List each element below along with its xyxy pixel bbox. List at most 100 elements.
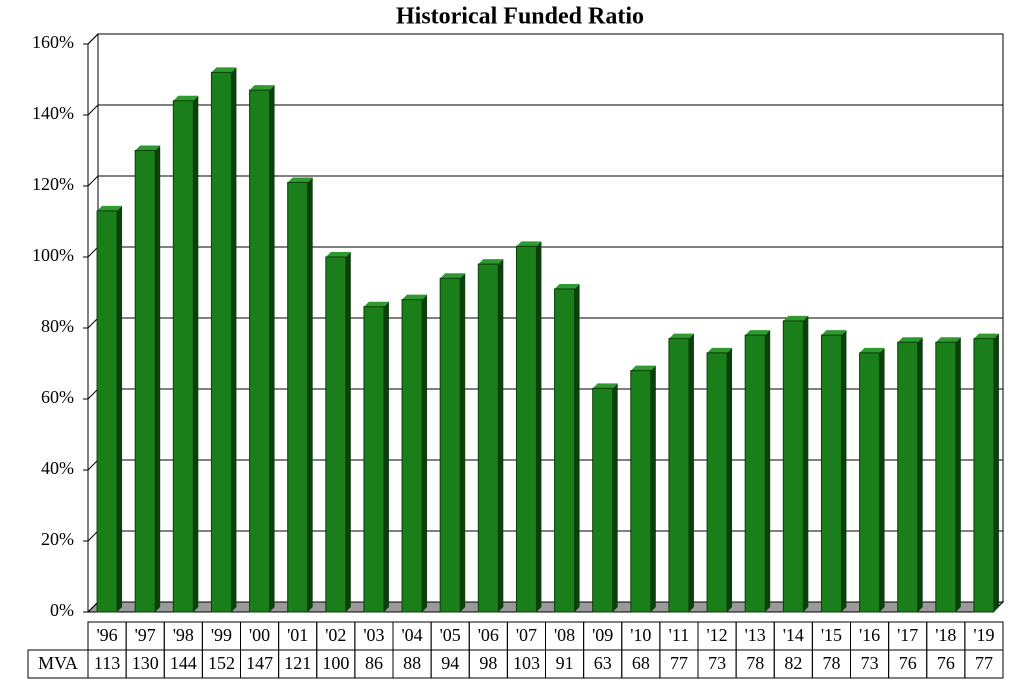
y-tick-label: 60% bbox=[41, 387, 74, 407]
bar-top bbox=[478, 259, 504, 265]
y-tick-label: 140% bbox=[32, 103, 74, 123]
x-tick-label: '04 bbox=[401, 625, 422, 645]
bar bbox=[630, 370, 652, 613]
x-tick-label: '08 bbox=[554, 625, 575, 645]
bar-top bbox=[516, 241, 542, 247]
x-tick-label: '15 bbox=[821, 625, 842, 645]
bar-top bbox=[211, 67, 237, 73]
x-tick-label: '13 bbox=[745, 625, 766, 645]
bar-top bbox=[707, 347, 733, 353]
data-label: 78 bbox=[746, 653, 764, 673]
data-label: 152 bbox=[208, 653, 235, 673]
x-tick-label: '09 bbox=[592, 625, 613, 645]
x-tick-label: '17 bbox=[897, 625, 918, 645]
bar-side bbox=[765, 330, 771, 612]
data-label: 144 bbox=[170, 653, 197, 673]
data-label: 103 bbox=[513, 653, 540, 673]
bar-top bbox=[630, 365, 656, 371]
bar bbox=[706, 352, 728, 613]
bar bbox=[859, 352, 881, 613]
bar-side bbox=[803, 315, 809, 612]
grid-line bbox=[87, 601, 99, 613]
y-tick-label: 40% bbox=[41, 458, 74, 478]
grid-line bbox=[87, 175, 99, 187]
x-tick-label: '96 bbox=[96, 625, 117, 645]
series-label: MVA bbox=[38, 653, 78, 673]
bar-top bbox=[745, 330, 771, 336]
bar-side bbox=[383, 301, 389, 612]
data-label: 76 bbox=[937, 653, 955, 673]
data-label: 91 bbox=[556, 653, 574, 673]
bar-side bbox=[536, 241, 542, 612]
bar-top bbox=[973, 333, 999, 339]
bar-top bbox=[97, 205, 123, 211]
data-label: 98 bbox=[479, 653, 497, 673]
bar-top bbox=[859, 347, 885, 353]
bar bbox=[172, 100, 194, 613]
y-tick-label: 20% bbox=[41, 529, 74, 549]
bar-side bbox=[155, 145, 161, 612]
bar bbox=[210, 71, 232, 613]
data-label: 121 bbox=[284, 653, 311, 673]
bar bbox=[287, 181, 309, 613]
x-tick-label: '97 bbox=[135, 625, 156, 645]
data-label: 100 bbox=[322, 653, 349, 673]
data-label: 73 bbox=[861, 653, 879, 673]
data-label: 77 bbox=[975, 653, 993, 673]
bar-side bbox=[422, 294, 428, 612]
x-tick-label: '16 bbox=[859, 625, 880, 645]
x-tick-label: '05 bbox=[440, 625, 461, 645]
bar bbox=[134, 150, 156, 613]
y-tick-label: 160% bbox=[32, 32, 74, 52]
grid-line bbox=[87, 33, 99, 45]
x-tick-label: '07 bbox=[516, 625, 537, 645]
bar-side bbox=[727, 347, 733, 612]
x-tick-label: '98 bbox=[173, 625, 194, 645]
bar bbox=[668, 338, 690, 613]
bar-side bbox=[269, 85, 275, 612]
bar-side bbox=[574, 283, 580, 612]
bar bbox=[973, 338, 995, 613]
bar-side bbox=[917, 337, 923, 612]
bar-top bbox=[821, 330, 847, 336]
x-tick-label: '00 bbox=[249, 625, 270, 645]
bar bbox=[744, 334, 766, 613]
y-tick-label: 80% bbox=[41, 316, 74, 336]
bar-top bbox=[249, 85, 275, 91]
bar bbox=[96, 210, 118, 613]
data-label: 63 bbox=[594, 653, 612, 673]
bar-side bbox=[993, 333, 999, 612]
bar-top bbox=[783, 315, 809, 321]
bar bbox=[363, 306, 385, 613]
grid-line bbox=[87, 246, 99, 258]
x-tick-label: '18 bbox=[935, 625, 956, 645]
bar bbox=[249, 89, 271, 613]
x-tick-label: '06 bbox=[478, 625, 499, 645]
bar-side bbox=[955, 337, 961, 612]
bar bbox=[820, 334, 842, 613]
data-label: 77 bbox=[670, 653, 688, 673]
bar-top bbox=[668, 333, 694, 339]
bar bbox=[401, 299, 423, 613]
bar-top bbox=[402, 294, 428, 300]
bar-side bbox=[879, 347, 885, 612]
bar-side bbox=[231, 67, 237, 612]
grid-line bbox=[87, 388, 99, 400]
bar-top bbox=[554, 283, 580, 289]
x-tick-label: '10 bbox=[630, 625, 651, 645]
bar-side bbox=[650, 365, 656, 612]
bar-side bbox=[460, 273, 466, 612]
bar bbox=[782, 320, 804, 613]
x-tick-label: '14 bbox=[783, 625, 804, 645]
data-label: 68 bbox=[632, 653, 650, 673]
data-label: 88 bbox=[403, 653, 421, 673]
bar-side bbox=[117, 205, 123, 612]
table-cell bbox=[964, 649, 1004, 679]
bar bbox=[439, 277, 461, 613]
y-tick-label: 100% bbox=[32, 245, 74, 265]
bar-top bbox=[440, 273, 466, 279]
data-label: 147 bbox=[246, 653, 273, 673]
bar-side bbox=[193, 95, 199, 613]
grid-line bbox=[87, 530, 99, 542]
